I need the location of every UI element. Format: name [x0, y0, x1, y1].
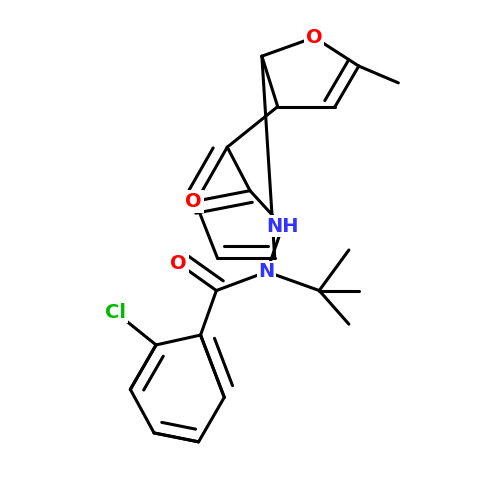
Text: O: O	[186, 192, 202, 211]
Text: Cl: Cl	[105, 303, 126, 322]
Text: O: O	[306, 28, 322, 47]
Text: NH: NH	[266, 217, 299, 236]
Text: N: N	[258, 262, 275, 281]
Text: O: O	[170, 254, 187, 274]
